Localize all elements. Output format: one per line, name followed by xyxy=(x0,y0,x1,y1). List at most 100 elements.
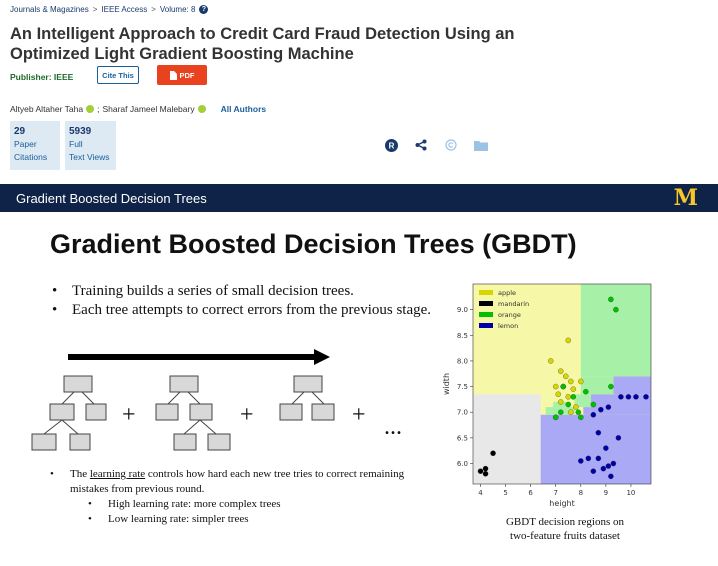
orange-point xyxy=(608,296,614,303)
lemon-point xyxy=(603,445,609,451)
orcid-icon[interactable] xyxy=(86,105,95,113)
breadcrumb-ieee-access[interactable]: IEEE Access xyxy=(101,5,148,14)
university-logo: M xyxy=(673,185,698,211)
paper-citations-metric[interactable]: 29 Paper Citations xyxy=(10,121,60,170)
learning-rate-section: The learning rate controls how hard each… xyxy=(50,467,430,527)
orcid-icon[interactable] xyxy=(197,105,206,113)
author-link[interactable]: Altyeb Altaher Taha xyxy=(10,104,84,114)
orange-point xyxy=(557,409,564,415)
learning-rate-prefix: The xyxy=(70,468,90,480)
y-axis-label: width xyxy=(442,373,451,395)
chart-legend: apple mandarin orange lemon xyxy=(479,289,529,330)
decision-tree-diagram xyxy=(279,375,335,421)
orange-point xyxy=(560,383,567,390)
svg-text:R: R xyxy=(388,141,394,150)
y-tick-label: 8.5 xyxy=(457,332,468,340)
lemon-point xyxy=(608,473,614,480)
lemon-point xyxy=(590,468,597,474)
lemon-point xyxy=(633,394,639,400)
y-tick-label: 8.0 xyxy=(457,357,468,365)
mandarin-point xyxy=(482,465,489,472)
folder-icon[interactable] xyxy=(474,138,488,152)
lemon-point xyxy=(600,465,607,472)
slide-bullet: Each tree attempts to correct errors fro… xyxy=(52,301,432,320)
slide-title: Gradient Boosted Decision Trees (GBDT) xyxy=(50,229,577,259)
r-badge-icon[interactable]: R xyxy=(384,138,398,152)
slide-header-title: Gradient Boosted Decision Trees xyxy=(16,190,207,206)
help-icon[interactable]: ? xyxy=(199,5,209,14)
orange-region xyxy=(574,394,591,408)
apple-point xyxy=(573,404,579,410)
full-text-views-metric[interactable]: 5939 Full Text Views xyxy=(65,121,116,170)
apple-point xyxy=(563,373,569,380)
legend-label: apple xyxy=(498,289,516,297)
gbdt-decision-region-chart: 4 5 6 7 8 9 10 6.0 6.5 7.0 7.5 8.0 8.5 9.0 height width… xyxy=(442,283,652,508)
orange-point xyxy=(608,383,614,390)
apple-point xyxy=(565,337,572,344)
learning-rate-sub-list: High learning rate: more complex trees L… xyxy=(50,497,430,527)
metric-label-line1: Paper xyxy=(14,139,37,149)
author-link[interactable]: Sharaf Jameel Malebary xyxy=(102,104,195,114)
y-tick-label: 6.5 xyxy=(457,434,468,442)
article-title: An Intelligent Approach to Credit Card F… xyxy=(10,25,515,63)
author-list: Altyeb Altaher Taha ; Sharaf Jameel Male… xyxy=(10,104,266,114)
learning-rate-bullet: The learning rate controls how hard each… xyxy=(50,467,430,497)
y-tick-label: 6.0 xyxy=(457,460,468,468)
apple-point xyxy=(568,409,574,415)
lemon-point xyxy=(610,460,617,467)
metric-label-line2: Text Views xyxy=(69,152,110,162)
legend-swatch xyxy=(479,301,493,306)
lemon-point xyxy=(618,394,624,400)
pdf-icon xyxy=(169,70,177,80)
breadcrumb: Journals & Magazines > IEEE Access > Vol… xyxy=(10,5,209,14)
plus-operator: + xyxy=(122,402,136,428)
lemon-point xyxy=(595,455,602,462)
lemon-point xyxy=(605,404,612,410)
mandarin-point xyxy=(490,450,496,456)
plus-operator: + xyxy=(240,402,254,428)
lemon-point xyxy=(585,455,592,462)
orange-region xyxy=(580,376,614,395)
author-separator: ; xyxy=(97,104,100,114)
learning-rate-suffix: controls how hard each new tree tries to… xyxy=(70,468,405,495)
data-points xyxy=(477,296,649,480)
breadcrumb-journals[interactable]: Journals & Magazines xyxy=(10,5,89,14)
plus-operator: + xyxy=(352,402,366,428)
lemon-point xyxy=(595,429,602,436)
breadcrumb-volume[interactable]: Volume: 8 xyxy=(159,5,196,14)
legend-swatch xyxy=(479,312,493,317)
metric-label-line1: Full xyxy=(69,139,83,149)
learning-rate-term: learning rate xyxy=(89,468,146,480)
share-icon[interactable] xyxy=(414,138,428,152)
breadcrumb-separator: > xyxy=(92,5,98,14)
x-tick-label: 8 xyxy=(579,489,583,497)
copyright-icon[interactable] xyxy=(444,138,458,152)
x-tick-label: 6 xyxy=(528,489,533,497)
cite-this-button[interactable]: Cite This xyxy=(97,66,139,84)
all-authors-link[interactable]: All Authors xyxy=(220,104,267,114)
apple-point xyxy=(565,394,572,400)
learning-rate-sub-bullet: High learning rate: more complex trees xyxy=(88,497,430,512)
apple-point xyxy=(547,358,554,364)
legend-swatch xyxy=(479,323,493,328)
pdf-button[interactable]: PDF xyxy=(157,65,207,85)
breadcrumb-separator: > xyxy=(151,5,156,14)
lemon-region xyxy=(583,407,591,415)
decision-tree-diagram xyxy=(155,375,231,451)
metric-label-line2: Citations xyxy=(14,152,48,162)
lemon-region xyxy=(540,414,651,484)
apple-point xyxy=(570,386,577,392)
x-tick-label: 5 xyxy=(503,489,507,497)
caption-line: GBDT decision regions on xyxy=(505,516,625,528)
lemon-point xyxy=(598,406,604,413)
orange-point xyxy=(575,409,582,415)
orange-point xyxy=(590,401,597,408)
orange-point xyxy=(565,401,572,408)
lemon-point xyxy=(605,463,612,469)
orange-region xyxy=(580,284,651,377)
apple-point xyxy=(557,399,564,405)
lemon-point xyxy=(643,394,649,400)
apple-point xyxy=(555,391,561,398)
slide-bullet: Training builds a series of small decisi… xyxy=(52,282,432,301)
y-tick-label: 7.5 xyxy=(457,383,468,391)
